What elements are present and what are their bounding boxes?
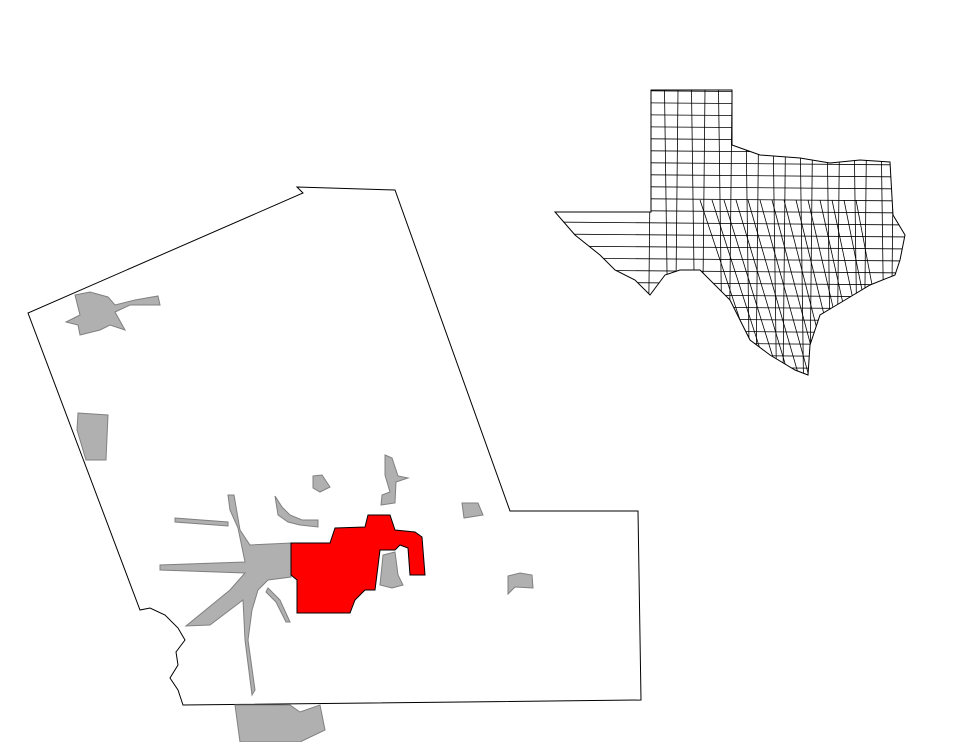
county-map (27, 186, 642, 742)
place-east (507, 572, 534, 596)
county-line (555, 221, 905, 226)
county-line (555, 329, 905, 334)
county-line (723, 199, 781, 375)
texas-inset-map (550, 89, 910, 381)
county-line (747, 199, 801, 375)
county-line (555, 317, 905, 322)
place-northwest (64, 291, 161, 336)
county-line (555, 233, 905, 238)
place-central-north (380, 454, 410, 506)
county-line (555, 353, 905, 358)
place-central-small (312, 474, 331, 493)
county-line (555, 245, 905, 250)
county-line (759, 199, 811, 375)
county-outline (27, 186, 642, 706)
county-line (555, 341, 905, 346)
texas-outline-fill (555, 90, 905, 375)
county-line (555, 257, 905, 262)
county-line (550, 378, 910, 381)
place-south-line (265, 587, 291, 623)
place-inner (379, 551, 404, 589)
place-west (76, 412, 109, 461)
other-places (64, 291, 534, 742)
place-east-small (461, 502, 484, 519)
place-city-west (159, 494, 292, 697)
highlighted-city (290, 514, 426, 614)
county-line (735, 199, 791, 375)
county-line (555, 365, 905, 370)
place-south (234, 704, 326, 742)
county-line (555, 305, 905, 310)
place-lower-left (274, 495, 319, 528)
